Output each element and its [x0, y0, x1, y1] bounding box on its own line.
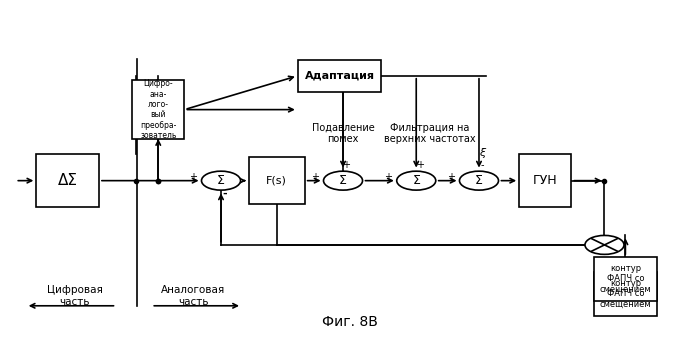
Text: Σ: Σ — [412, 174, 420, 187]
Text: контур
ФАПЧ со
смещением: контур ФАПЧ со смещением — [600, 264, 651, 294]
Text: Адаптация: Адаптация — [304, 71, 374, 81]
Text: Подавление
помех: Подавление помех — [312, 122, 374, 144]
Circle shape — [202, 171, 241, 190]
Text: контур
ФАПЧ со
смещением: контур ФАПЧ со смещением — [600, 279, 651, 309]
Text: -: - — [481, 160, 484, 170]
Text: Σ: Σ — [217, 174, 225, 187]
Text: ГУН: ГУН — [533, 174, 557, 187]
Text: Цифро-
ана-
лого-
вый
преобра-
зователь: Цифро- ана- лого- вый преобра- зователь — [140, 79, 176, 140]
Text: +: + — [189, 172, 197, 182]
Bar — [594, 257, 657, 301]
Text: -: - — [222, 189, 227, 199]
Text: +: + — [311, 172, 319, 182]
Text: Фиг. 8В: Фиг. 8В — [322, 315, 378, 329]
Bar — [249, 157, 304, 204]
Text: Σ: Σ — [339, 174, 347, 187]
Circle shape — [397, 171, 436, 190]
Text: ξ: ξ — [480, 148, 486, 158]
Circle shape — [585, 235, 624, 254]
Text: +: + — [342, 160, 351, 170]
Bar — [298, 60, 382, 92]
Text: F(s): F(s) — [267, 176, 287, 186]
Text: Аналоговая
часть: Аналоговая часть — [161, 285, 225, 307]
Text: Цифровая
часть: Цифровая часть — [47, 285, 102, 307]
Text: +: + — [447, 172, 455, 182]
Circle shape — [459, 171, 498, 190]
Bar — [594, 272, 657, 316]
Bar — [36, 154, 99, 207]
Bar — [519, 154, 571, 207]
Text: +: + — [384, 172, 392, 182]
Text: Σ: Σ — [475, 174, 483, 187]
Bar — [132, 80, 184, 139]
Circle shape — [323, 171, 363, 190]
Text: +: + — [416, 160, 423, 170]
Text: ΔΣ: ΔΣ — [57, 173, 78, 188]
Text: Фильтрация на
верхних частотах: Фильтрация на верхних частотах — [384, 122, 476, 144]
